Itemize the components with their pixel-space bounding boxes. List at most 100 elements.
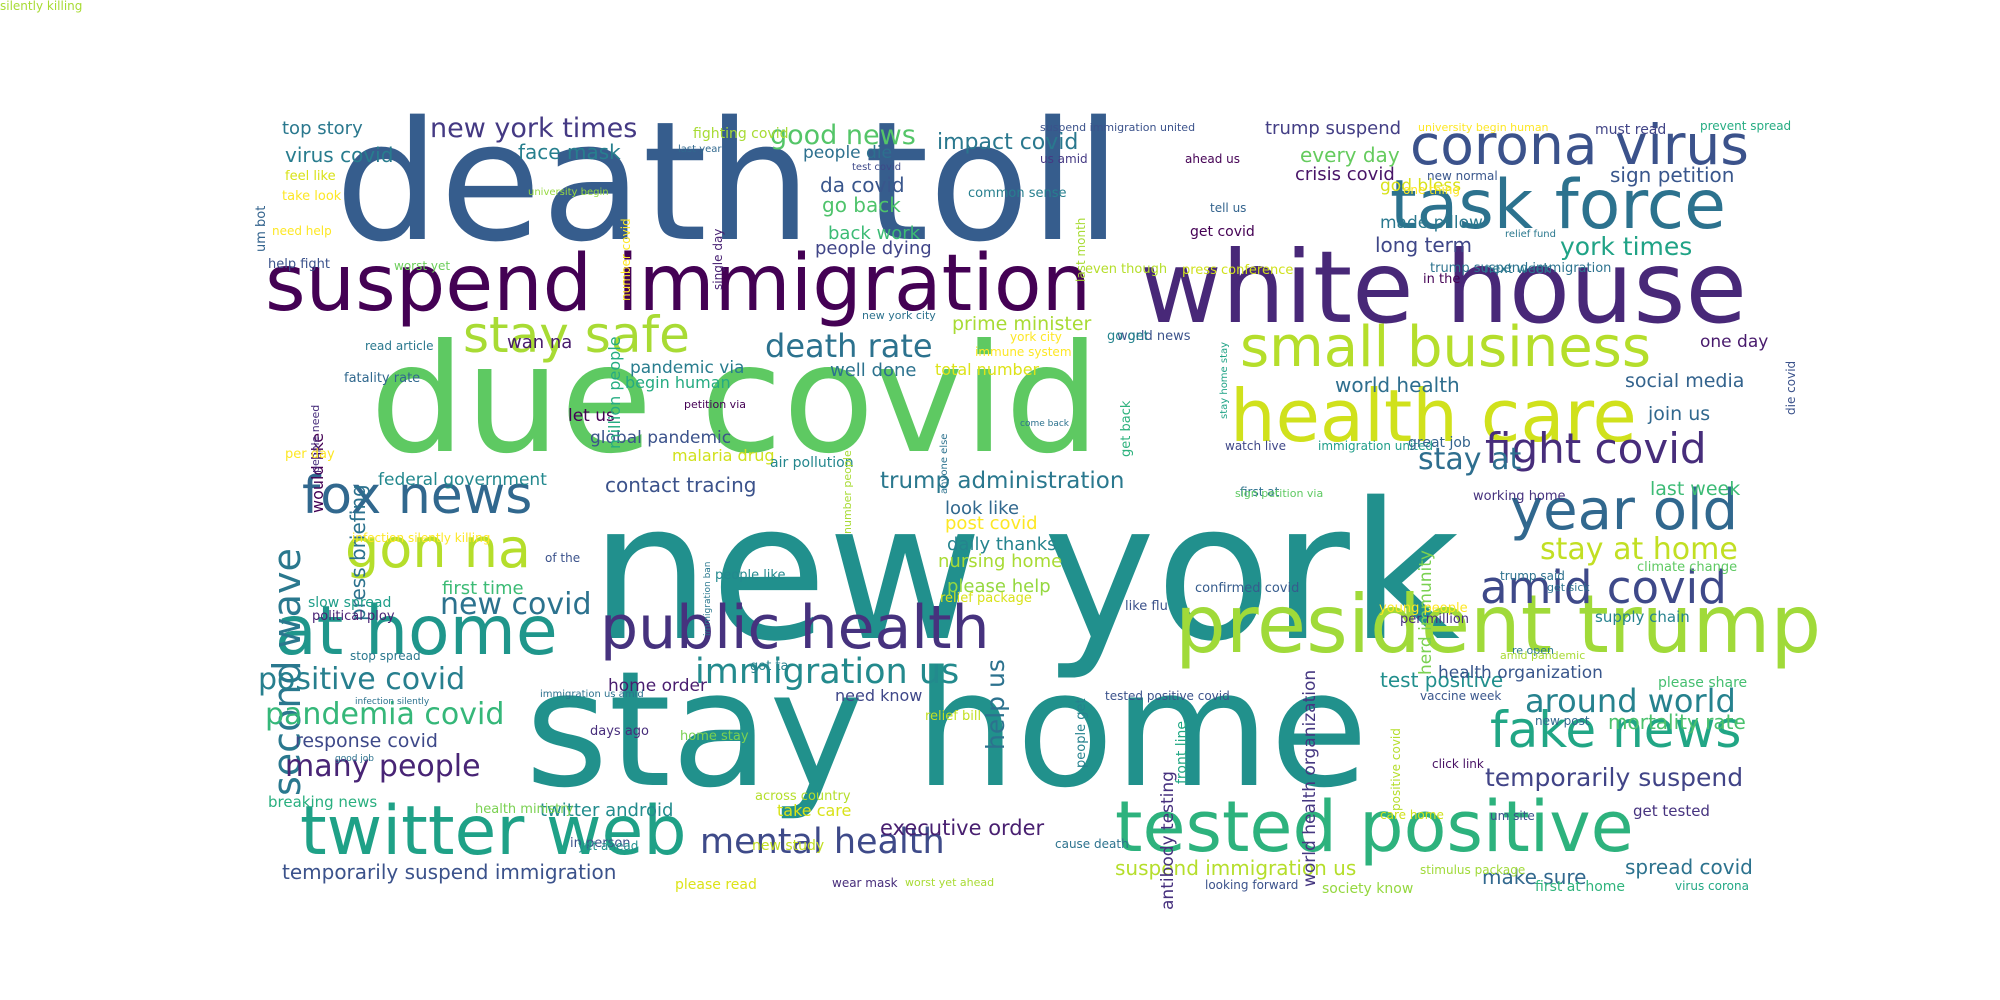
cloud-word: take look	[282, 189, 342, 204]
cloud-word: health ministry	[475, 802, 574, 817]
cloud-word: mental health	[700, 822, 945, 862]
cloud-word: please help	[947, 576, 1051, 597]
cloud-word: around world	[1525, 682, 1736, 720]
cloud-word: spread covid	[1625, 855, 1753, 879]
cloud-word: global pandemic	[590, 428, 732, 448]
cloud-word: please share	[1658, 675, 1748, 691]
cloud-word: stay home stay	[1219, 341, 1230, 419]
cloud-word: face mask	[518, 140, 621, 164]
cloud-word: back work	[828, 223, 921, 244]
cloud-word: re open	[1512, 644, 1554, 657]
cloud-word: stay at	[1418, 442, 1522, 477]
cloud-word: get covid	[1190, 224, 1255, 240]
cloud-word: infection silently killing	[352, 531, 491, 545]
cloud-word: immigration us	[695, 652, 960, 692]
cloud-word: social media	[1625, 370, 1745, 392]
cloud-word: at home	[275, 592, 558, 671]
cloud-word: small business	[1240, 315, 1652, 380]
cloud-word: virus corona	[1675, 879, 1749, 893]
cloud-word: begin human	[625, 373, 731, 392]
cloud-word: breaking news	[268, 793, 378, 811]
cloud-word: per day	[285, 447, 335, 462]
cloud-word: need know	[835, 686, 923, 705]
cloud-word: malaria drug	[672, 446, 775, 465]
cloud-word: in the	[1423, 272, 1461, 287]
cloud-word: pandemic via	[630, 358, 745, 378]
cloud-word: prime minister	[952, 313, 1092, 335]
cloud-word: wan na	[507, 332, 573, 353]
cloud-word: tested positive	[1115, 786, 1634, 868]
cloud-word: positive covid	[258, 662, 466, 697]
cloud-word: even though	[1085, 262, 1168, 277]
cloud-word: people dying	[815, 238, 932, 259]
cloud-word: of the	[545, 551, 581, 565]
cloud-word: new post	[1535, 714, 1590, 728]
cloud-word: take care	[777, 801, 852, 820]
cloud-word: people die	[803, 143, 893, 163]
cloud-word: new study	[752, 838, 825, 854]
cloud-word: climate change	[1637, 560, 1738, 575]
cloud-word: please read	[675, 877, 757, 893]
cloud-word: people need	[309, 404, 322, 473]
cloud-word: virus covid	[285, 143, 394, 167]
cloud-word: nursing home	[938, 551, 1063, 572]
cloud-word: people like	[715, 568, 786, 583]
cloud-word: good news	[770, 120, 916, 151]
cloud-word: click link	[1432, 757, 1484, 771]
cloud-word: next week	[1484, 262, 1552, 277]
cloud-word: health care	[1230, 374, 1637, 458]
cloud-word: air pollution	[770, 455, 854, 471]
cloud-word: immigration united	[1318, 439, 1434, 453]
cloud-word: immune system	[975, 345, 1072, 359]
cloud-word: impact covid	[937, 130, 1079, 155]
cloud-word: york city	[1010, 330, 1062, 344]
cloud-word: infection silently	[355, 697, 430, 707]
cloud-word: twitter web	[300, 792, 687, 871]
cloud-word: slow spread	[308, 595, 392, 611]
cloud-word: response covid	[295, 730, 438, 752]
cloud-word: die covid	[1784, 360, 1798, 415]
cloud-word: get tested	[1633, 802, 1710, 820]
cloud-word: look like	[945, 498, 1020, 519]
cloud-word: help fight	[268, 257, 331, 272]
cloud-word: world news	[1117, 329, 1191, 344]
cloud-word: help us	[981, 659, 1010, 750]
cloud-word: home stay	[680, 729, 749, 744]
cloud-word: sign petition	[1610, 163, 1735, 187]
cloud-word: vaccine week	[1420, 689, 1502, 703]
cloud-word: white house	[1140, 229, 1748, 346]
cloud-word: relief package	[940, 591, 1032, 606]
cloud-word: corona virus	[1410, 113, 1749, 177]
cloud-word: well done	[830, 360, 917, 381]
cloud-word: political ploy	[312, 609, 395, 624]
cloud-word: death toll	[335, 86, 1122, 278]
cloud-word: immigration ban	[703, 561, 713, 637]
cloud-word: god bless	[1380, 176, 1462, 196]
cloud-word: fake news	[1490, 701, 1742, 759]
cloud-word: fatality rate	[344, 371, 421, 386]
cloud-word: federal government	[378, 470, 547, 490]
cloud-word: press conference	[1182, 263, 1294, 278]
cloud-word: public health	[600, 593, 990, 663]
cloud-word: like flu	[1125, 599, 1168, 614]
cloud-word: across country	[755, 789, 851, 804]
cloud-word: long term	[1375, 233, 1473, 257]
cloud-word: due covid	[370, 313, 1101, 487]
cloud-word: trump said	[1500, 569, 1565, 583]
cloud-word: suspend immigration us	[1115, 856, 1357, 880]
cloud-word: suspend immigration united	[1040, 121, 1196, 134]
cloud-word: must read	[1595, 122, 1667, 138]
cloud-word: million people	[605, 336, 624, 450]
cloud-word: per million	[1400, 612, 1470, 627]
cloud-word: york times	[1560, 232, 1693, 261]
cloud-word: read article	[365, 339, 434, 353]
cloud-word: let us	[568, 406, 615, 426]
cloud-word: new york city	[862, 309, 936, 322]
cloud-word: post covid	[945, 513, 1038, 534]
cloud-word: society know	[1322, 881, 1414, 897]
cloud-word: amid covid	[1480, 561, 1727, 614]
cloud-word: first at	[1240, 485, 1280, 499]
cloud-word: stay safe	[463, 306, 690, 364]
cloud-word: death rate	[765, 327, 933, 365]
cloud-word: worst yet	[394, 259, 451, 273]
